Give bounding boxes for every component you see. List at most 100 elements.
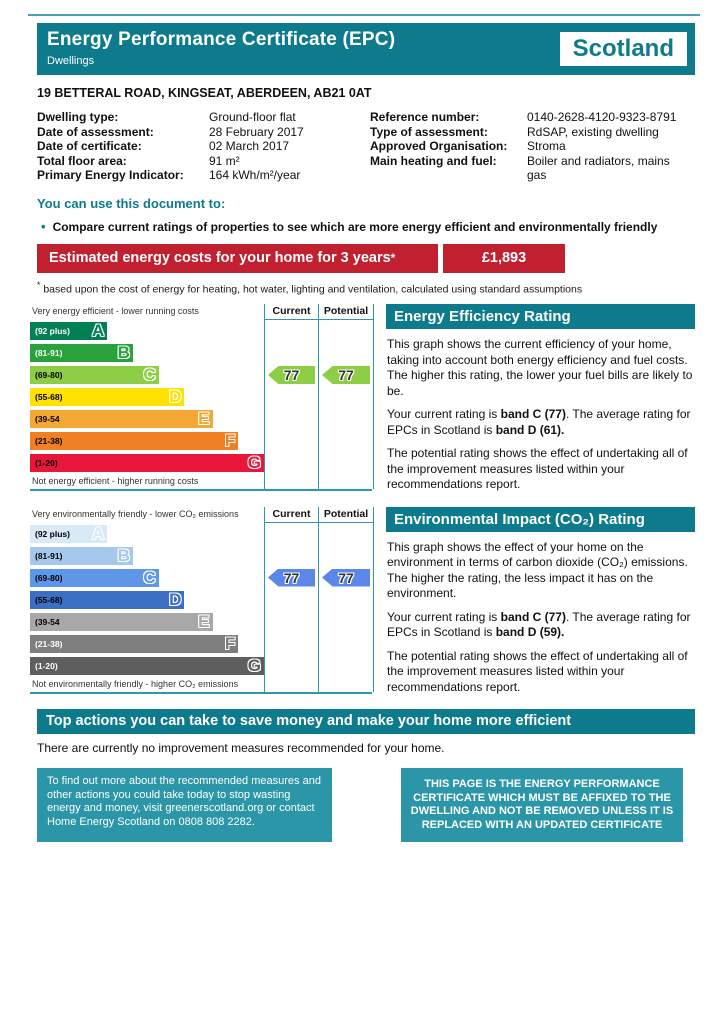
band-bar: (55-68) D	[30, 387, 185, 406]
details-left-column: Dwelling type: Ground-floor flat Date of a…	[37, 110, 370, 183]
chart-top-label: Very environmentally friendly - lower CO…	[32, 508, 239, 519]
cost-banner-label: Estimated energy costs for your home for…	[37, 243, 438, 273]
band-range-label: (92 plus)	[35, 528, 70, 539]
detail-value: 28 February 2017	[209, 124, 304, 139]
band-bar: (92 plus) A	[30, 523, 108, 543]
text-segment: band D (61).	[495, 422, 565, 437]
page-subtitle: Dwellings	[47, 55, 95, 67]
band-bar: (21-38) F	[30, 634, 239, 653]
chart-bottom-label: Not environmentally friendly - higher CO…	[32, 678, 239, 689]
footnote-asterisk: *	[37, 279, 41, 290]
usage-heading: You can use this document to:	[37, 195, 226, 211]
detail-value: RdSAP, existing dwelling	[527, 124, 659, 139]
top-actions-heading: Top actions you can take to save money a…	[37, 709, 695, 734]
paragraph: Your current rating is band C (77). The …	[387, 610, 695, 641]
bullet-icon: •	[41, 218, 46, 234]
detail-label: Reference number:	[370, 110, 480, 124]
text-segment: The potential rating shows the effect of…	[387, 446, 688, 491]
property-address: 19 BETTERAL ROAD, KINGSEAT, ABERDEEN, AB…	[37, 86, 372, 100]
band-letter: B	[117, 343, 130, 362]
band-row-a: (92 plus) A	[30, 320, 264, 342]
detail-value: 91 m²	[209, 153, 240, 168]
band-letter: C	[143, 567, 156, 587]
band-bar: (69-80) C	[30, 567, 159, 587]
band-letter: E	[198, 409, 210, 428]
rating-chart: Very environmentally friendly - lower CO…	[30, 506, 374, 694]
environmental-impact-section: Very environmentally friendly - lower CO…	[30, 506, 695, 696]
section-title: Energy Efficiency Rating	[386, 304, 695, 329]
environmental-impact-panel: Environmental Impact (CO₂) Rating This gr…	[386, 506, 695, 696]
band-row-c: (69-80) C	[30, 364, 264, 386]
cost-banner: Estimated energy costs for your home for…	[37, 243, 565, 273]
energy-efficiency-section: Very energy efficient - lower running co…	[30, 304, 695, 493]
energy-efficiency-chart: Very energy efficient - lower running co…	[30, 304, 374, 491]
rating-chart: Very energy efficient - lower running co…	[30, 304, 374, 491]
band-letter: G	[247, 655, 261, 675]
detail-value: Stroma	[527, 139, 566, 153]
paragraph: Your current rating is band C (77). The …	[387, 407, 695, 438]
chart-top-label: Very energy efficient - lower running co…	[32, 306, 199, 316]
potential-column-header: Potential	[319, 507, 373, 523]
cost-footnote: * based upon the cost of energy for heat…	[37, 280, 687, 296]
header-bar: Energy Performance Certificate (EPC) Dwe…	[37, 23, 695, 75]
band-row-b: (81-91) B	[30, 545, 264, 567]
detail-row: Date of assessment: 28 February 2017	[37, 125, 370, 140]
text-segment: band C (77)	[500, 407, 566, 421]
band-letter: F	[224, 431, 236, 450]
band-range-label: (1-20)	[35, 458, 58, 468]
environmental-impact-chart: Very environmentally friendly - lower CO…	[30, 506, 374, 694]
detail-label: Total floor area:	[37, 153, 127, 168]
band-range-label: (81-91)	[35, 348, 63, 358]
potential-column-body: 77	[319, 320, 373, 489]
band-row-b: (81-91) B	[30, 342, 264, 364]
band-row-f: (21-38) F	[30, 430, 264, 452]
band-bar: (92 plus) A	[30, 321, 108, 340]
paragraph: This graph shows the current efficiency …	[387, 337, 695, 399]
text-segment: Your current rating is	[387, 609, 501, 624]
band-row-e: (39-54 E	[30, 408, 264, 430]
chart-bands-area: Very environmentally friendly - lower CO…	[30, 507, 264, 692]
certificate-notice-box: THIS PAGE IS THE ENERGY PERFORMANCE CERT…	[401, 768, 683, 842]
current-rating-arrow: 77	[268, 366, 315, 384]
detail-row: Reference number: 0140-2628-4120-9323-879…	[370, 110, 687, 125]
cost-banner-divider	[438, 243, 443, 273]
energy-efficiency-panel: Energy Efficiency Rating This graph shows…	[386, 304, 695, 493]
region-badge: Scotland	[559, 32, 687, 66]
band-range-label: (1-20)	[35, 660, 58, 671]
detail-value: 0140-2628-4120-9323-8791	[527, 110, 677, 124]
current-column-header: Current	[265, 507, 318, 523]
band-bar: (39-54 E	[30, 409, 213, 428]
band-bar: (69-80) C	[30, 365, 159, 384]
potential-column-body: 77	[319, 523, 373, 692]
band-row-g: (1-20) G	[30, 452, 264, 474]
detail-value: Ground-floor flat	[209, 110, 296, 124]
band-bar: (21-38) F	[30, 431, 239, 450]
band-range-label: (55-68)	[35, 594, 63, 605]
text-segment: band D (59).	[495, 625, 565, 639]
current-column: Current 77	[264, 506, 318, 692]
band-row-d: (55-68) D	[30, 386, 264, 408]
cost-banner-asterisk: *	[390, 251, 396, 265]
text-segment: . The average rating for EPCs in Scotlan…	[387, 407, 691, 437]
detail-label: Type of assessment:	[370, 124, 488, 139]
band-letter: E	[198, 611, 210, 631]
advice-box: To find out more about the recommended m…	[37, 768, 332, 842]
band-letter: D	[169, 387, 182, 406]
cost-banner-value: £1,893	[443, 243, 565, 273]
info-boxes: To find out more about the recommended m…	[37, 768, 683, 842]
chart-bands-area: Very energy efficient - lower running co…	[30, 304, 264, 489]
detail-row: Date of certificate: 02 March 2017	[37, 139, 370, 154]
band-bar: (1-20) G	[30, 453, 264, 472]
band-letter: A	[91, 523, 105, 543]
band-letter: B	[117, 545, 130, 565]
band-letter: A	[91, 321, 105, 340]
band-range-label: (69-80)	[35, 370, 63, 380]
text-segment: . The average rating for EPCs in Scotlan…	[387, 609, 691, 640]
detail-row: Dwelling type: Ground-floor flat	[37, 110, 370, 125]
band-row-f: (21-38) F	[30, 633, 264, 655]
text-segment: Your current rating is	[387, 407, 501, 421]
potential-rating-arrow: 77	[322, 568, 370, 587]
band-range-label: (21-38)	[35, 436, 63, 446]
current-rating-arrow: 77	[268, 568, 315, 587]
detail-row: Primary Energy Indicator: 164 kWh/m²/year	[37, 168, 370, 183]
